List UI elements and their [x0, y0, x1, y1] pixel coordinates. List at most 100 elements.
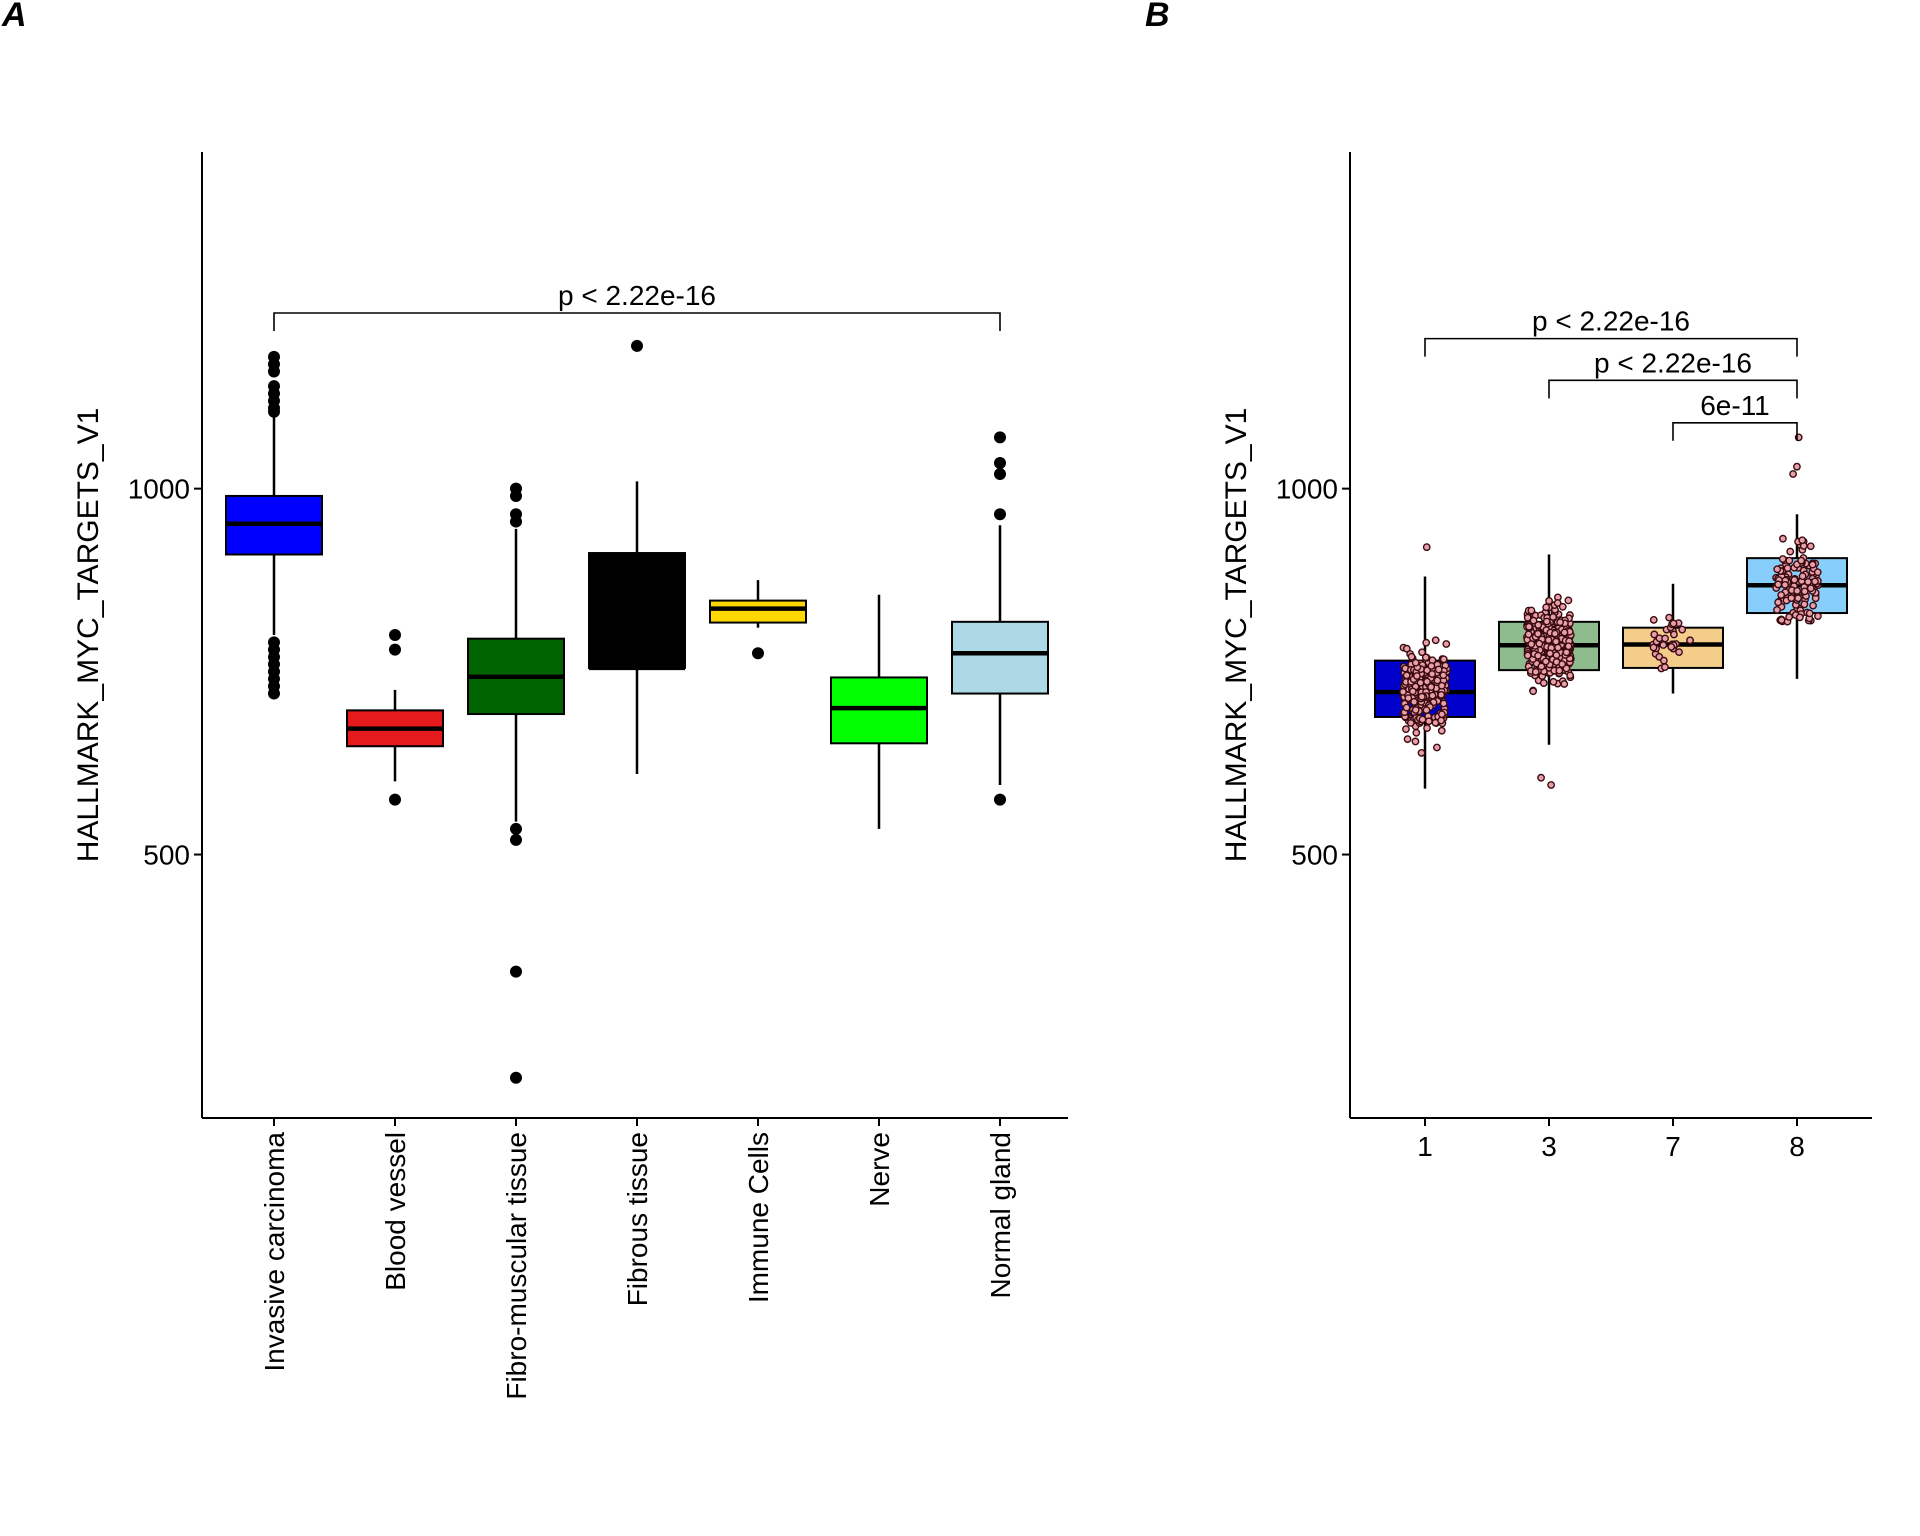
panel-b-point-3-193 — [1549, 677, 1558, 686]
panel-b-point-8-91 — [1779, 534, 1787, 543]
panel-b-label: B — [1145, 0, 1170, 34]
panel-a-y-tick-label-1000: 1000 — [128, 474, 190, 505]
panel-b-point-3-145 — [1560, 680, 1569, 688]
panel-b-point-outlier-3-1 — [1547, 781, 1556, 789]
panel-b-point-3-322 — [1544, 636, 1553, 645]
panel-b-point-8-115 — [1804, 577, 1812, 586]
panel-b-point-8-126 — [1785, 613, 1794, 621]
panel-b-point-3-248 — [1553, 599, 1562, 607]
panel-b-comparison-1-bracket — [1548, 379, 1798, 399]
panel-b-point-8-10 — [1809, 601, 1817, 610]
panel-b-point-1-198 — [1439, 699, 1448, 708]
panel-b-point-7-12 — [1675, 648, 1683, 657]
panel-a-chart: 500 1000 HALLMARK_MYC_TARGETS_V1 Invasive c… — [72, 152, 1068, 1400]
panel-b-point-1-204 — [1427, 683, 1435, 691]
panel-b-point-3-312 — [1556, 618, 1564, 627]
panel-b-point-1-220 — [1418, 715, 1427, 724]
panel-b-point-1-191 — [1428, 670, 1437, 678]
panel-b-point-1-236 — [1422, 706, 1431, 715]
panel-b-point-1-238 — [1437, 710, 1446, 719]
panel-b-point-1-118 — [1439, 655, 1448, 664]
panel-b-point-1-234 — [1411, 706, 1420, 714]
panel-b-point-3-286 — [1542, 617, 1551, 626]
panel-b-point-3-309 — [1531, 668, 1540, 676]
panel-b-point-3-131 — [1523, 613, 1532, 622]
panel-b-point-8-99 — [1777, 616, 1786, 625]
panel-b-point-8-110 — [1806, 584, 1815, 593]
panel-b-point-8-103 — [1777, 591, 1786, 599]
panel-b-point-1-180 — [1431, 636, 1440, 645]
panel-b-point-3-319 — [1549, 613, 1557, 621]
panel-a-box-fibro-muscular-tissue-outlier-5 — [510, 833, 522, 846]
panel-b-point-3-324 — [1527, 640, 1536, 649]
panel-a-box-fibrous-tissue-outlier-0 — [631, 339, 643, 352]
panel-b-point-8-127 — [1781, 580, 1789, 589]
panel-b-point-1-187 — [1434, 665, 1443, 674]
panel-b-point-3-262 — [1542, 603, 1551, 612]
panel-b-point-1-169 — [1427, 662, 1436, 670]
panel-b-point-1-209 — [1416, 678, 1425, 687]
panel-a-box-immune-cells — [709, 599, 807, 624]
panel-b-point-8-125 — [1778, 555, 1787, 563]
panel-b-chart: 500 1000 HALLMARK_MYC_TARGETS_V1 1 3 7 8 p < 2.… — [1220, 152, 1872, 1162]
panel-b-point-1-168 — [1407, 652, 1416, 661]
panel-b-point-8-108 — [1774, 580, 1783, 589]
panel-b-point-3-306 — [1523, 651, 1532, 660]
panel-a-box-blood-vessel-outlier-2 — [389, 793, 401, 806]
panel-a-box-fibro-muscular-tissue-outlier-7 — [510, 1071, 522, 1084]
panel-b-point-1-138 — [1422, 638, 1431, 647]
panel-b-point-1-203 — [1399, 687, 1407, 696]
panel-b-point-outlier-3-0 — [1537, 773, 1545, 782]
panel-a-x-tick-label-blood-vessel: Blood vessel — [380, 1132, 411, 1291]
panel-b-point-8-116 — [1805, 609, 1814, 618]
panel-b-point-8-87 — [1773, 605, 1781, 614]
panel-a-box-normal-gland — [951, 620, 1049, 695]
panel-a-box-normal-gland-outlier-4 — [994, 793, 1006, 806]
panel-a-box-fibro-muscular-tissue-outlier-1 — [510, 489, 522, 502]
panel-a-y-axis-title: HALLMARK_MYC_TARGETS_V1 — [72, 408, 105, 863]
panel-a-box-normal-gland-outlier-1 — [994, 457, 1006, 470]
panel-b-point-3-328 — [1534, 651, 1542, 660]
panel-b-point-outlier-8-1 — [1793, 462, 1801, 471]
panel-a-x-tick-label-immune-cells: Immune Cells — [743, 1132, 774, 1303]
panel-b-point-1-196 — [1428, 691, 1437, 700]
panel-b-comparison-0-bracket — [1424, 337, 1798, 357]
panel-a-y-tick-label-500: 500 — [143, 840, 190, 871]
panel-b-point-1-219 — [1437, 690, 1446, 699]
panel-b-point-7-29 — [1660, 663, 1669, 671]
panel-b-point-1-233 — [1411, 658, 1420, 667]
panel-b-point-8-75 — [1795, 613, 1804, 622]
panel-a-box-fibro-muscular-tissue-outlier-3 — [510, 515, 522, 528]
panel-b-point-8-121 — [1800, 587, 1809, 596]
panel-a-comparison-0-label: p < 2.22e-16 — [558, 280, 716, 311]
panel-b-point-8-102 — [1786, 547, 1795, 556]
panel-b-point-8-98 — [1798, 536, 1807, 545]
panel-b-point-7-11 — [1670, 630, 1678, 639]
panel-b-x-tick-label-8: 8 — [1789, 1131, 1805, 1162]
panel-a-label: A — [1, 0, 27, 34]
panel-b-point-1-205 — [1423, 677, 1431, 686]
panel-a-box-fibro-muscular-tissue-outlier-6 — [510, 965, 522, 978]
panel-b-point-7-18 — [1659, 656, 1668, 665]
panel-b-point-3-327 — [1564, 642, 1573, 651]
panel-b-point-1-224 — [1439, 671, 1448, 680]
panel-b-point-1-213 — [1408, 687, 1417, 696]
panel-b-point-3-316 — [1525, 622, 1533, 631]
panel-b-point-7-3 — [1650, 630, 1659, 639]
panel-b-point-1-151 — [1424, 717, 1433, 726]
panel-b-point-3-315 — [1560, 628, 1569, 637]
panel-b-point-8-100 — [1787, 594, 1796, 602]
panel-b-point-8-58 — [1806, 542, 1815, 551]
panel-b-point-1-174 — [1406, 719, 1415, 727]
panel-b-point-8-128 — [1798, 572, 1807, 581]
panel-b-point-3-297 — [1524, 630, 1533, 639]
panel-b-point-7-22 — [1649, 615, 1658, 624]
panel-b-point-7-19 — [1661, 634, 1669, 643]
panel-a-box-blood-vessel-outlier-0 — [389, 629, 401, 641]
panel-b-point-1-237 — [1413, 672, 1421, 680]
panel-b-point-1-73 — [1411, 737, 1420, 746]
panel-b-point-8-83 — [1814, 612, 1822, 621]
panel-a-x-tick-label-normal-gland: Normal gland — [985, 1132, 1016, 1299]
panel-b-point-8-59 — [1800, 600, 1809, 609]
